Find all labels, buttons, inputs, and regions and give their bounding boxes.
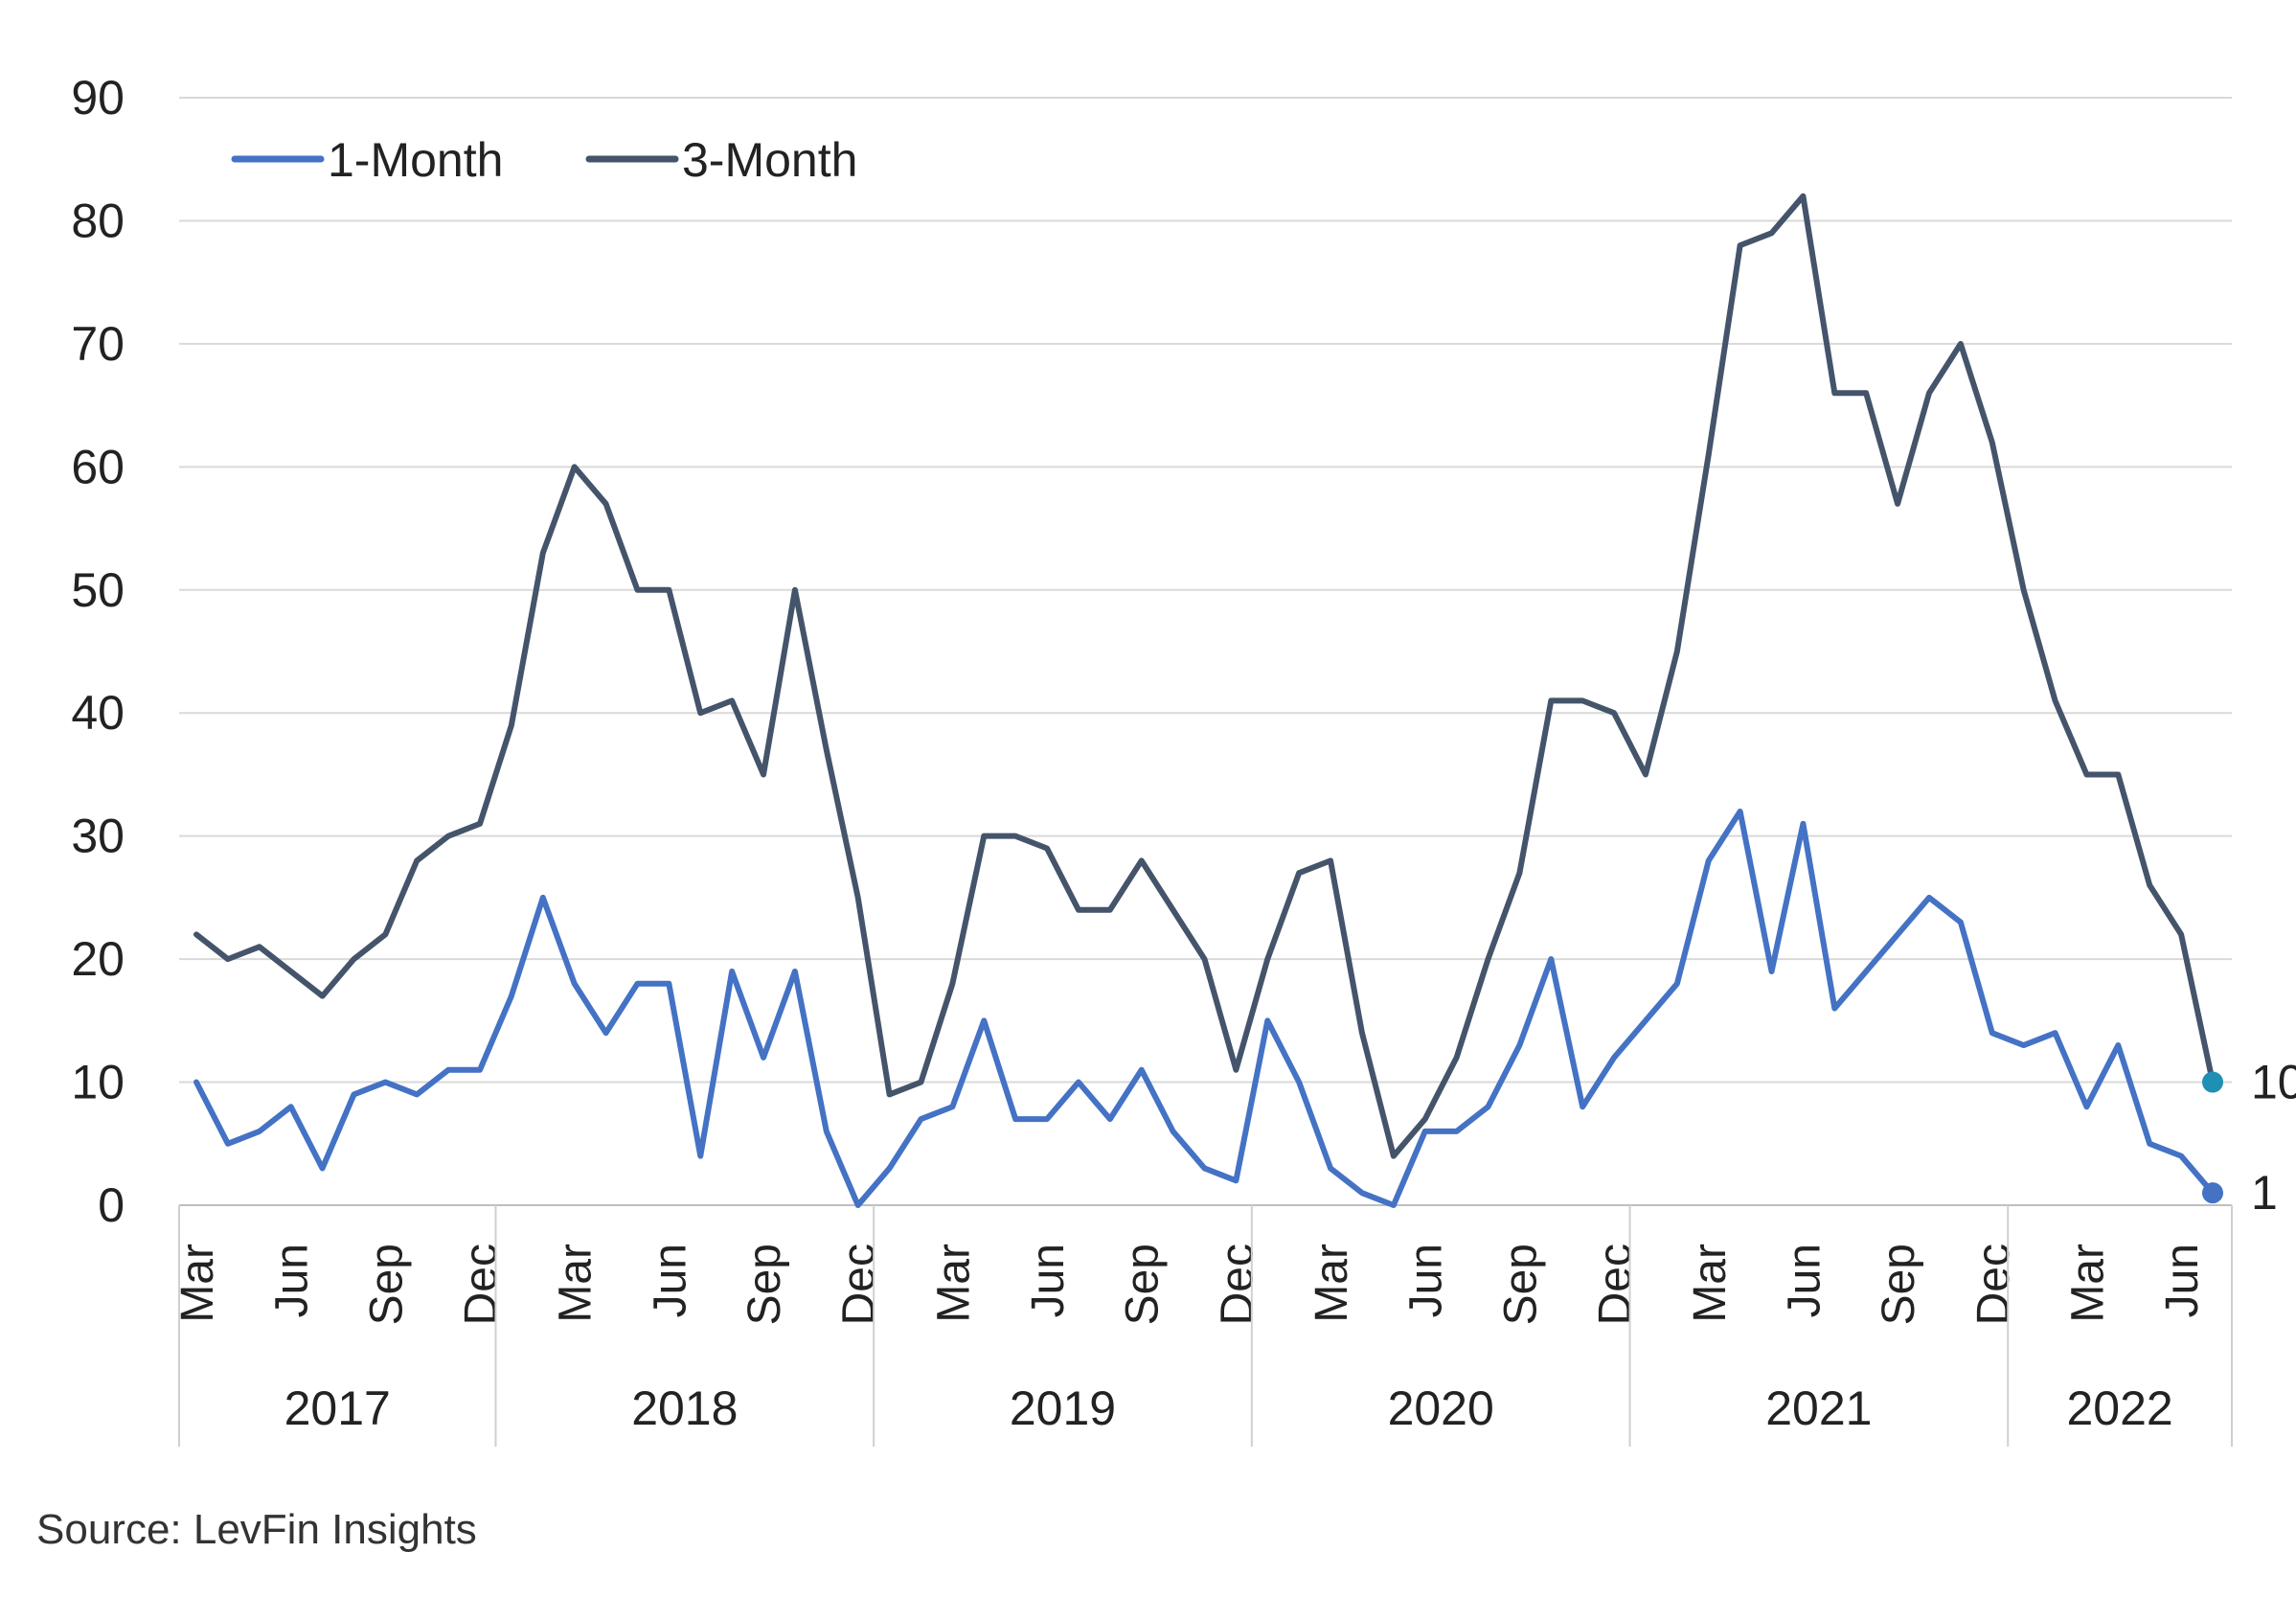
y-tick-label: 40 [71,686,125,740]
source-note: Source: LevFin Insights [36,1506,477,1553]
year-label: 2018 [631,1381,738,1435]
y-tick-label: 80 [71,194,125,247]
x-tick-label: Mar [551,1244,602,1323]
y-tick-label: 20 [71,932,125,986]
y-tick-label: 70 [71,317,125,371]
x-tick-label: Sep [361,1244,412,1325]
x-tick-label: Mar [1685,1244,1736,1323]
series-lines: 1 10 [193,193,2296,1220]
x-tick-label: Jun [2157,1244,2208,1317]
gridlines [179,97,2232,1084]
x-tick-label: Dec [456,1244,507,1325]
series-line-1-month [193,808,2216,1208]
x-tick-label: Sep [1874,1244,1924,1325]
year-label: 2021 [1765,1381,1872,1435]
year-label: 2019 [1010,1381,1116,1435]
y-tick-label: 50 [71,563,125,617]
end-value-label: 10 [2251,1056,2296,1109]
x-axis: Mar Jun Sep Dec Mar Jun Sep Dec Mar Jun Sep Dec Mar J… [172,1204,2233,1447]
year-label: 2020 [1388,1381,1494,1435]
y-tick-label: 30 [71,810,125,863]
x-tick-label: Mar [1307,1244,1357,1323]
end-marker [2202,1182,2223,1204]
legend-label: 1-Month [328,133,503,187]
x-tick-label: Dec [1968,1244,2019,1325]
y-tick-label: 90 [71,71,125,125]
legend: 1-Month 3-Month [231,133,857,187]
x-tick-label: Jun [1779,1244,1830,1317]
x-tick-label: Sep [1495,1244,1546,1325]
y-tick-label: 10 [71,1056,125,1109]
legend-item: 3-Month [585,133,857,187]
x-tick-label: Mar [172,1244,223,1323]
x-tick-label: Sep [1118,1244,1169,1325]
y-tick-label: 0 [98,1178,125,1232]
x-tick-label: Mar [928,1244,979,1323]
legend-label: 3-Month [682,133,857,187]
x-tick-label: Jun [1401,1244,1452,1317]
x-tick-label: Jun [645,1244,695,1317]
x-tick-label: Dec [1212,1244,1262,1325]
legend-item: 1-Month [231,133,503,187]
x-tick-label: Sep [739,1244,790,1325]
x-tick-label: Jun [267,1244,318,1317]
year-label: 2017 [284,1381,391,1435]
series-line-3-month [193,193,2216,1159]
x-tick-label: Dec [1590,1244,1641,1325]
end-marker [2202,1071,2223,1093]
x-tick-label: Dec [834,1244,885,1325]
x-tick-label: Mar [2062,1244,2113,1323]
x-tick-label: Jun [1023,1244,1074,1317]
y-axis: 0 10 20 30 40 50 60 70 80 90 [71,71,125,1232]
y-tick-label: 60 [71,440,125,493]
end-value-label: 1 [2251,1166,2278,1220]
year-label: 2022 [2066,1381,2172,1435]
